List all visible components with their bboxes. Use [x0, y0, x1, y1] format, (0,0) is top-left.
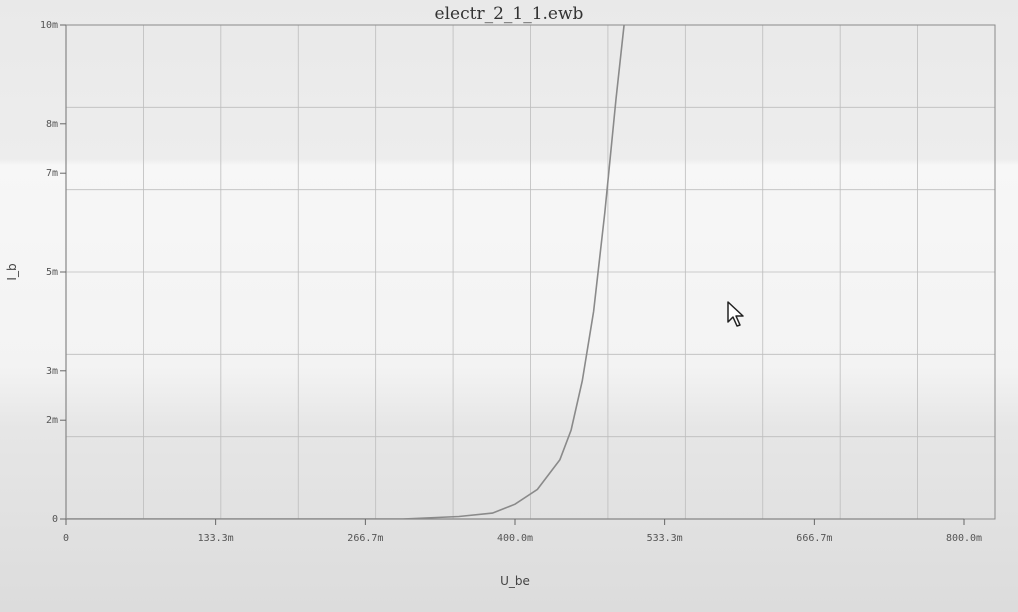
- y-tick-label: 7m: [46, 168, 58, 179]
- mouse-pointer-icon: [727, 301, 744, 327]
- ticks: 0 133.3m 266.7m 400.0m 533.3m 666.7m 800.0m 0 2m…: [40, 20, 982, 544]
- y-tick-label: 8m: [46, 119, 58, 130]
- x-tick-label: 800.0m: [946, 533, 982, 544]
- series-line: [66, 25, 625, 519]
- chart-title: electr_2_1_1.ewb: [434, 4, 584, 24]
- x-tick-label: 666.7m: [796, 533, 832, 544]
- grid: [66, 25, 995, 519]
- y-tick-label: 3m: [46, 366, 58, 377]
- x-axis-label: U_be: [500, 574, 530, 588]
- y-tick-label: 5m: [46, 267, 58, 278]
- x-tick-label: 133.3m: [198, 533, 234, 544]
- x-tick-label: 266.7m: [347, 533, 383, 544]
- x-tick-label: 400.0m: [497, 533, 533, 544]
- y-axis-label: I_b: [5, 263, 19, 280]
- x-tick-label: 0: [63, 533, 69, 544]
- y-tick-label: 10m: [40, 20, 58, 31]
- y-tick-label: 0: [52, 514, 58, 525]
- x-tick-label: 533.3m: [647, 533, 683, 544]
- series: [66, 25, 625, 519]
- y-tick-label: 2m: [46, 415, 58, 426]
